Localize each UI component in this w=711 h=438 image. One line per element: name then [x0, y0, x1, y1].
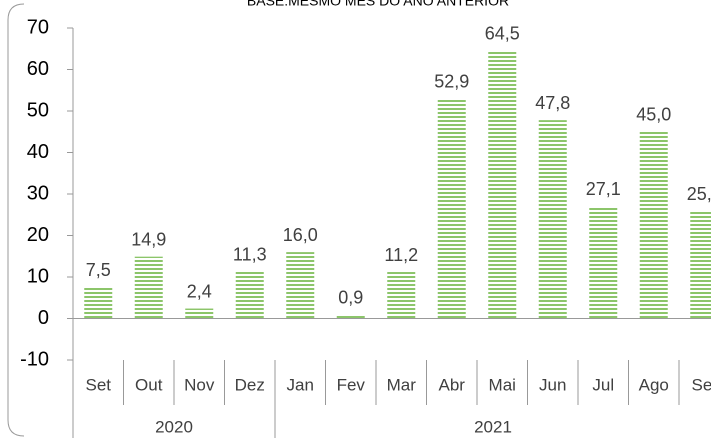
value-label: 0,9 — [338, 288, 363, 308]
group-label: 2021 — [474, 417, 512, 436]
group-label: 2020 — [155, 417, 193, 436]
x-tick-label: Jul — [592, 375, 614, 394]
y-tick-label: 30 — [27, 182, 49, 204]
bar — [690, 211, 711, 319]
value-label: 2,4 — [187, 281, 212, 301]
x-tick-label: Mai — [489, 375, 516, 394]
bar — [538, 120, 567, 319]
value-label: 47,8 — [535, 93, 570, 113]
x-tick-label: Set — [691, 375, 711, 394]
x-tick-label: Nov — [184, 375, 215, 394]
y-tick-label: 70 — [27, 16, 49, 38]
value-label: 11,2 — [384, 245, 418, 265]
bar — [488, 50, 517, 319]
x-tick-label: Dez — [235, 375, 265, 394]
y-tick-label: 60 — [27, 58, 49, 80]
chart-subtitle: BASE:MESMO MÊS DO ANO ANTERIOR — [247, 0, 509, 9]
x-tick-label: Jan — [287, 375, 314, 394]
value-label: 14,9 — [131, 229, 166, 249]
bar — [235, 271, 264, 319]
value-label: 27,1 — [586, 179, 621, 199]
bar — [84, 287, 113, 319]
value-label: 52,9 — [434, 72, 469, 92]
bar — [387, 272, 416, 319]
bar — [336, 314, 365, 319]
bar — [639, 131, 668, 319]
x-tick-label: Mar — [387, 375, 417, 394]
x-tick-label: Abr — [439, 375, 466, 394]
value-label: 25,8 — [687, 184, 711, 204]
x-tick-label: Set — [85, 375, 111, 394]
y-tick-label: 40 — [27, 141, 49, 163]
value-label: 7,5 — [86, 260, 111, 280]
y-tick-label: 0 — [38, 307, 49, 329]
x-tick-label: Jun — [539, 375, 566, 394]
value-label: 16,0 — [283, 225, 318, 245]
bar — [185, 308, 214, 319]
y-tick-label: 20 — [27, 224, 49, 246]
value-label: 45,0 — [636, 105, 671, 125]
y-tick-label: 10 — [27, 265, 49, 287]
bar — [589, 206, 618, 319]
value-label: 11,3 — [233, 244, 267, 264]
x-tick-label: Ago — [639, 375, 669, 394]
bar — [134, 256, 163, 319]
chart-border — [7, 3, 25, 437]
x-tick-label: Out — [135, 375, 163, 394]
bar — [437, 98, 466, 319]
y-tick-label: 50 — [27, 99, 49, 121]
value-label: 64,5 — [485, 24, 520, 44]
y-tick-label: -10 — [20, 348, 49, 370]
bar — [286, 252, 315, 319]
x-tick-label: Fev — [337, 375, 366, 394]
